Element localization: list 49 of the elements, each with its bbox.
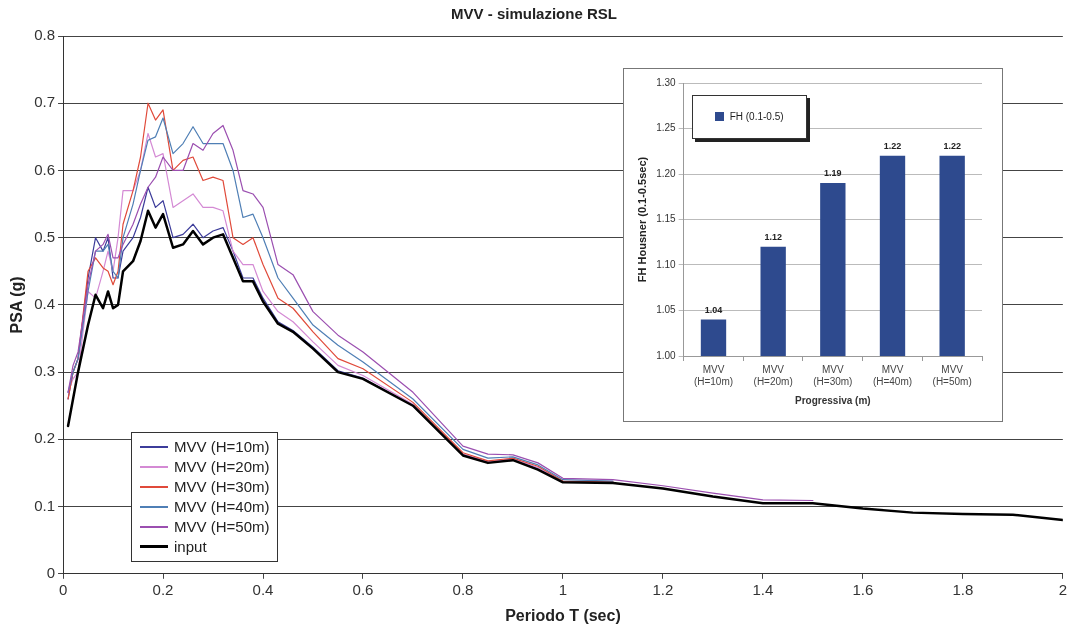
y-tick-label: 0.2 — [34, 429, 56, 447]
x-axis-title: Periodo T (sec) — [505, 606, 621, 624]
legend-label: MVV (H=20m) — [174, 458, 270, 476]
y-tick-label: 0 — [46, 563, 56, 581]
y-tick-label: 0.5 — [34, 227, 56, 245]
legend-label: MVV (H=40m) — [174, 498, 270, 516]
legend-label: input — [174, 538, 207, 556]
x-tick-label: 0.8 — [452, 580, 474, 598]
x-axis-title: Progressiva (m) — [795, 394, 871, 406]
legend-label: MVV (H=50m) — [174, 518, 270, 536]
y-tick-label: 0.6 — [34, 160, 56, 178]
x-tick-label: MVV (H=10m) — [693, 363, 734, 387]
legend-label: MVV (H=30m) — [174, 478, 270, 496]
y-axis-title: PSA (g) — [8, 276, 26, 334]
chart-title: MVV - simulazione RSL — [451, 5, 617, 23]
y-tick-label: 1.05 — [656, 304, 677, 316]
x-tick-label: MVV (H=20m) — [753, 363, 793, 387]
x-tick-label: MVV (H=30m) — [813, 363, 853, 387]
x-tick-label: 2 — [1058, 580, 1067, 598]
y-tick-label: 1.25 — [656, 122, 677, 134]
x-tick-label: 1.6 — [852, 580, 874, 598]
x-tick-label: 0.2 — [152, 580, 174, 598]
x-tick-label: 1.8 — [952, 580, 974, 598]
x-tick-label: 0 — [58, 580, 68, 598]
legend-label: MVV (H=10m) — [174, 438, 270, 456]
data-label: 1.22 — [883, 140, 902, 151]
data-label: 1.12 — [764, 231, 782, 242]
data-label: 1.19 — [824, 168, 842, 179]
x-tick-label: MVV (H=40m) — [872, 363, 913, 387]
y-tick-label: 0.8 — [34, 26, 56, 44]
x-tick-label: 1.4 — [752, 580, 774, 598]
y-axis-title: FH Housner (0.1-0.5sec) — [635, 156, 648, 283]
data-label: 1.04 — [704, 304, 723, 315]
y-tick-label: 1.15 — [656, 213, 677, 225]
x-tick-label: 0.6 — [352, 580, 374, 598]
data-label: 1.22 — [943, 140, 961, 151]
x-tick-label: 0.4 — [252, 580, 274, 598]
y-tick-label: 1.10 — [656, 258, 677, 270]
y-tick-label: 1.20 — [656, 167, 677, 179]
x-tick-label: MVV (H=50m) — [932, 363, 972, 387]
y-tick-label: 1.30 — [656, 76, 677, 88]
legend-label: FH (0.1-0.5) — [729, 110, 784, 122]
y-tick-label: 1.00 — [656, 349, 677, 361]
y-tick-label: 0.4 — [34, 295, 56, 313]
y-tick-label: 0.3 — [34, 362, 56, 380]
x-tick-label: 1 — [558, 580, 568, 598]
y-tick-label: 0.1 — [34, 496, 56, 514]
x-tick-label: 1.2 — [652, 580, 674, 598]
y-tick-label: 0.7 — [34, 93, 56, 111]
